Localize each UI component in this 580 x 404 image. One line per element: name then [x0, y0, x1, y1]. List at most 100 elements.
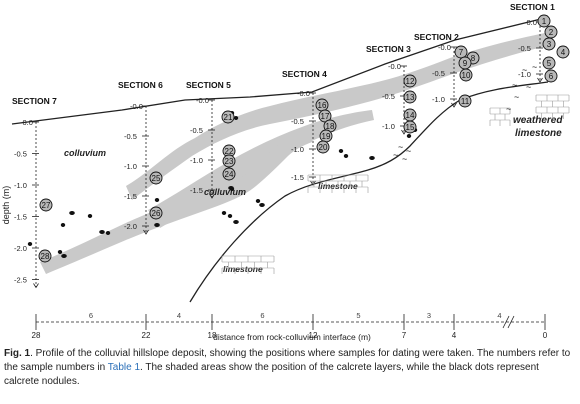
weathering-symbol: ~ — [406, 146, 411, 156]
weathering-symbol: ~ — [512, 80, 517, 90]
sample-number: 24 — [225, 170, 234, 179]
figure-caption: Fig. 1. Profile of the colluvial hillslo… — [4, 347, 576, 389]
sample-number: 2 — [549, 28, 554, 37]
sample-markers: 1234567891011121314151617181920212223242… — [38, 14, 570, 263]
calcrete-layer-upper — [126, 33, 555, 200]
sample-number: 11 — [461, 97, 470, 106]
sample-marker: 10 — [459, 68, 473, 82]
calcrete-nodule — [255, 199, 261, 203]
sample-marker: 13 — [403, 90, 417, 104]
section-depth-tick: -1.5 — [124, 192, 137, 201]
section-label: SECTION 1 — [510, 2, 555, 12]
section-depth-tick: -1.5 — [14, 213, 27, 222]
x-tick-label: 4 — [452, 331, 457, 340]
section-axis-arrow — [209, 193, 215, 199]
interval-label: 5 — [356, 311, 360, 320]
limestone-label-lower: limestone — [223, 264, 263, 274]
section-zero-tick: -0.0 — [196, 96, 209, 105]
calcrete-nodule — [406, 134, 412, 138]
calcrete-nodule — [227, 214, 233, 218]
section-depth-tick: -2.0 — [14, 244, 27, 253]
weathering-symbol: ~ — [398, 142, 403, 152]
sample-marker: 1 — [537, 14, 551, 28]
calcrete-nodule — [57, 250, 63, 254]
sample-circle — [459, 68, 473, 82]
section-zero-tick: -0.0 — [388, 62, 401, 71]
section-label: SECTION 5 — [186, 80, 231, 90]
calcrete-nodule — [259, 203, 265, 207]
sample-circle — [222, 154, 236, 168]
sample-circle — [556, 45, 570, 59]
sample-marker: 28 — [38, 249, 52, 263]
sample-circle — [222, 167, 236, 181]
sample-marker: 15 — [403, 120, 417, 134]
sample-circle — [39, 198, 53, 212]
sample-circle — [403, 120, 417, 134]
calcrete-layer-lower — [40, 130, 312, 274]
section-depth-tick: -0.5 — [190, 126, 203, 135]
interval-label: 3 — [427, 311, 431, 320]
sample-number: 6 — [549, 72, 554, 81]
sample-number: 21 — [224, 113, 233, 122]
weathering-symbols: ~ ~~ ~~~~ ~~ ~ — [393, 62, 537, 164]
section-label: SECTION 7 — [12, 96, 57, 106]
colluvium-label-upper: colluvium — [64, 148, 106, 158]
sample-marker: 2 — [544, 25, 558, 39]
x-tick-label: 28 — [32, 331, 41, 340]
sample-number: 17 — [321, 112, 330, 121]
calcrete-nodule — [154, 223, 160, 227]
calcrete-nodule — [61, 254, 67, 258]
sample-marker: 5 — [542, 56, 556, 70]
sample-number: 9 — [463, 59, 468, 68]
calcrete-nodule — [27, 242, 33, 246]
calcrete-nodule — [343, 154, 349, 158]
sample-number: 16 — [318, 101, 327, 110]
sample-number: 8 — [471, 54, 476, 63]
caption-text-before: . Profile of the colluvial hillslope dep… — [4, 348, 571, 373]
sample-number: 20 — [319, 143, 328, 152]
sample-number: 10 — [462, 71, 471, 80]
ground-surface-line — [11, 17, 546, 125]
x-tick-label: 22 — [142, 331, 151, 340]
sample-marker: 12 — [403, 74, 417, 88]
section-depth-tick: -0.5 — [432, 69, 445, 78]
sample-number: 18 — [326, 122, 335, 131]
sample-circle — [544, 69, 558, 83]
sample-number: 26 — [152, 209, 161, 218]
sample-number: 23 — [225, 157, 234, 166]
calcrete-nodule — [105, 231, 111, 235]
sample-circle — [38, 249, 52, 263]
limestone-hatches — [221, 94, 570, 274]
sample-marker: 24 — [222, 167, 236, 181]
colluvium-label-lower: colluvium — [204, 187, 246, 197]
section-column: SECTION 5 -0.0 -0.5 -1.0 -1.5 — [186, 80, 231, 199]
sample-circle — [542, 56, 556, 70]
weathering-symbol: ~ — [522, 65, 527, 75]
weathering-symbol: ~ — [402, 154, 407, 164]
section-depth-tick: -1.0 — [518, 70, 531, 79]
x-tick-label: 18 — [208, 331, 217, 340]
sample-marker: 9 — [458, 56, 472, 70]
y-axis-label: depth (m) — [1, 186, 11, 225]
section-zero-tick: -0.0 — [438, 43, 451, 52]
sample-number: 13 — [406, 93, 415, 102]
section-depth-tick: -1.5 — [291, 173, 304, 182]
sample-number: 25 — [152, 174, 161, 183]
sample-number: 3 — [547, 40, 552, 49]
section-axis-arrow — [451, 102, 457, 108]
interval-label: 6 — [89, 311, 93, 320]
sample-number: 19 — [322, 132, 331, 141]
x-tick-label: 0 — [543, 331, 548, 340]
sample-circle — [542, 37, 556, 51]
sample-number: 12 — [406, 77, 415, 86]
table-1-link[interactable]: Table 1 — [107, 362, 141, 373]
sample-circle — [537, 14, 551, 28]
sample-marker: 11 — [458, 94, 472, 108]
hillslope-profile-figure: depth (m) distance from rock-colluvium i… — [1, 2, 570, 342]
sample-marker: 21 — [221, 110, 235, 124]
section-depth-tick: -1.0 — [14, 181, 27, 190]
sample-marker: 27 — [39, 198, 53, 212]
section-axis-arrow — [537, 77, 543, 83]
sample-marker: 19 — [319, 129, 333, 143]
sample-number: 28 — [41, 252, 50, 261]
